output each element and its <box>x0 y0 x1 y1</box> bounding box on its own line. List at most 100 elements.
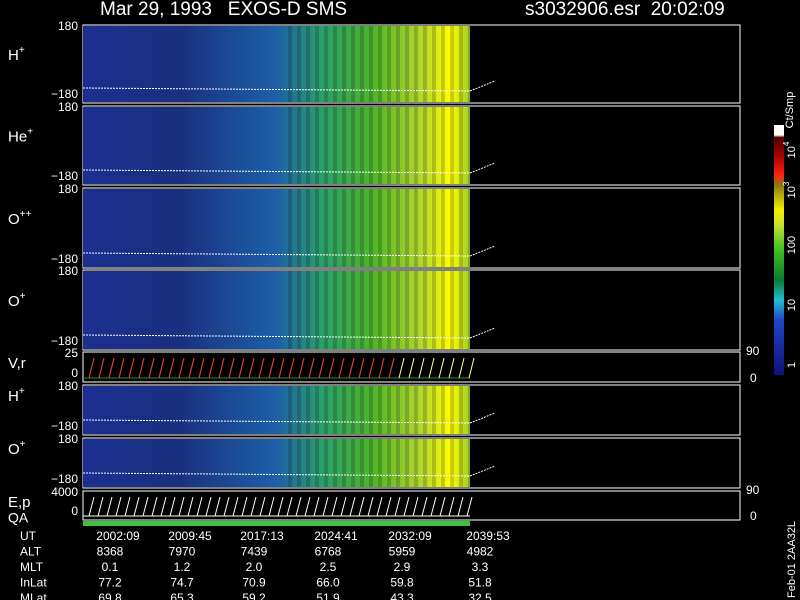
spectrogram-stripes <box>283 271 470 349</box>
tick-exp: 3 <box>782 181 791 186</box>
sawtooth <box>358 357 365 379</box>
footer-value: 51.8 <box>468 576 492 590</box>
sawtooth <box>466 496 473 517</box>
axis-bottom: 0 <box>71 504 78 518</box>
axis-bottom: −180 <box>51 252 78 266</box>
footer-label: InLat <box>20 576 47 590</box>
sawtooth <box>338 357 345 379</box>
footer-value: 59.2 <box>242 591 266 600</box>
axis-bottom: −180 <box>51 419 78 433</box>
sawtooth <box>421 496 428 517</box>
sawtooth <box>322 496 329 517</box>
axis-top: 180 <box>58 19 78 33</box>
sawtooth <box>118 357 125 379</box>
orbit-trace <box>82 162 496 174</box>
sawtooth <box>268 496 275 517</box>
axis-top: 180 <box>58 379 78 393</box>
sawtooth <box>158 357 165 379</box>
axis-top: 25 <box>65 346 79 360</box>
sawtooth <box>448 496 455 517</box>
panel-label: E,p <box>8 494 31 511</box>
stamp: Feb-01 2AA32L <box>786 521 798 598</box>
sawtooth <box>169 496 176 517</box>
sawtooth <box>188 357 195 379</box>
sawtooth <box>457 496 464 517</box>
footer-value: 6768 <box>315 545 342 559</box>
footer-label: UT <box>20 529 37 543</box>
sawtooth <box>288 357 295 379</box>
tick-base: 10 <box>786 186 798 198</box>
sawtooth <box>259 496 266 517</box>
label-text: V,r <box>8 355 26 372</box>
sawtooth <box>277 496 284 517</box>
footer-value: 4982 <box>467 545 494 559</box>
axis-right-bottom: 0 <box>750 509 757 523</box>
orbit-trace <box>82 245 496 257</box>
tick-base: 10 <box>786 299 798 311</box>
sawtooth <box>250 496 257 517</box>
sawtooth <box>98 357 105 379</box>
axis-top: 180 <box>58 100 78 114</box>
sawtooth <box>178 357 185 379</box>
footer-value: 66.0 <box>316 576 340 590</box>
sawtooth <box>88 496 95 517</box>
label-sup: + <box>20 291 26 302</box>
sawtooth <box>448 357 455 379</box>
sawtooth <box>348 357 355 379</box>
sawtooth <box>248 357 255 379</box>
footer-value: 59.8 <box>390 576 414 590</box>
spectrogram-stripes <box>283 386 470 434</box>
footer-value: 8368 <box>97 545 124 559</box>
axis-top: 180 <box>58 264 78 278</box>
sawtooth <box>286 496 293 517</box>
tick-exp: 4 <box>782 141 791 146</box>
sawtooth <box>438 357 445 379</box>
sawtooth <box>218 357 225 379</box>
footer-value: 2002:09 <box>96 529 140 543</box>
axis-top: 180 <box>58 432 78 446</box>
sawtooth <box>378 357 385 379</box>
label-sup: + <box>19 45 25 56</box>
footer-label: MLT <box>20 560 44 574</box>
sawtooth <box>106 496 113 517</box>
sawtooth <box>403 496 410 517</box>
colorbar-tick: 10 <box>786 299 798 311</box>
sawtooth <box>208 357 215 379</box>
footer-label: ALT <box>20 545 42 559</box>
sawtooth <box>124 496 131 517</box>
footer-value: 5959 <box>389 545 416 559</box>
tick-base: 100 <box>786 236 798 254</box>
footer-value: 65.3 <box>170 591 194 600</box>
sawtooth <box>349 496 356 517</box>
panel-frame <box>82 490 741 521</box>
tick-base: 1 <box>786 362 798 368</box>
sawtooth <box>313 496 320 517</box>
footer-value: 7970 <box>169 545 196 559</box>
footer-value: 32.5 <box>468 591 492 600</box>
sawtooth <box>187 496 194 517</box>
colorbar <box>774 125 784 375</box>
colorbar-tick: 100 <box>786 236 798 254</box>
footer-value: 69.8 <box>98 591 122 600</box>
footer-value: 2017:13 <box>240 529 284 543</box>
spectrogram-stripes <box>283 107 470 184</box>
label-text: E,p <box>8 494 31 511</box>
label-text: He <box>8 128 27 145</box>
footer-value: 70.9 <box>242 576 266 590</box>
orbit-trace <box>82 412 496 424</box>
sawtooth <box>298 357 305 379</box>
panel-label: H+ <box>8 45 25 64</box>
sawtooth <box>223 496 230 517</box>
panel-sublabel: QA <box>8 510 29 526</box>
sawtooth <box>308 357 315 379</box>
sawtooth <box>368 357 375 379</box>
footer-value: 2024:41 <box>314 529 358 543</box>
sawtooth <box>468 357 475 379</box>
sawtooth <box>408 357 415 379</box>
footer-value: 2039:53 <box>466 529 510 543</box>
orbit-trace <box>82 465 496 477</box>
sawtooth <box>278 357 285 379</box>
sawtooth <box>160 496 167 517</box>
orbit-trace <box>82 327 496 339</box>
